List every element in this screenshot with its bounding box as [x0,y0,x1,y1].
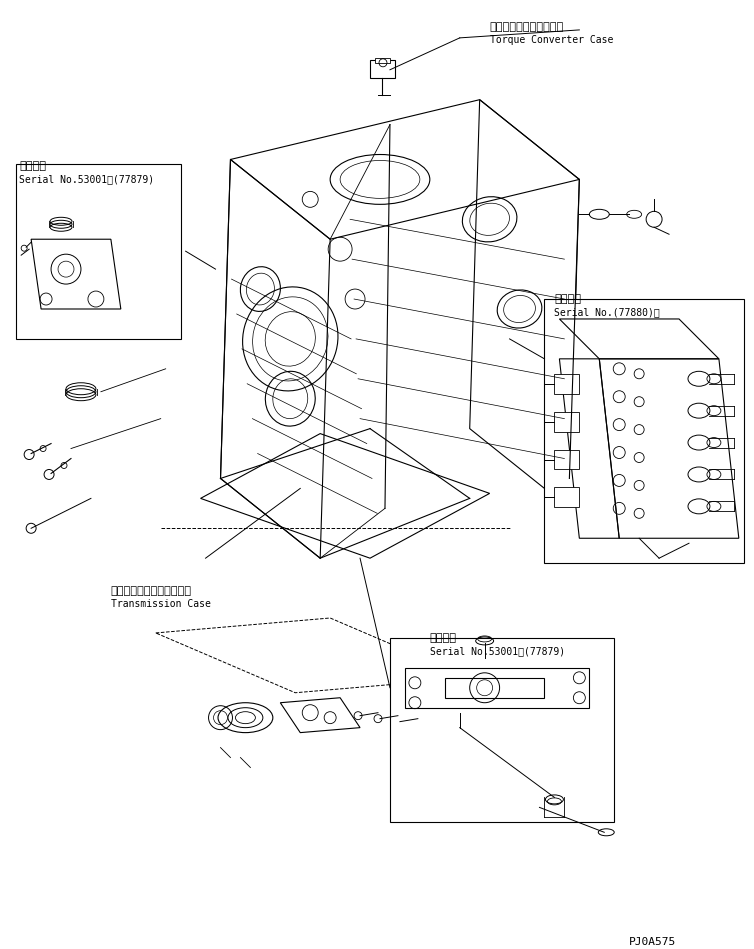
Bar [554,450,579,470]
Text: Serial No.53001～(77879): Serial No.53001～(77879) [19,175,155,184]
Bar [554,374,579,394]
Bar [370,60,395,78]
Bar [390,638,615,823]
Bar [544,299,743,563]
Bar [554,488,579,508]
Text: Serial No.(77880)～: Serial No.(77880)～ [554,307,661,317]
Bar [375,58,390,63]
Text: トルクコンバータケース: トルクコンバータケース [489,22,564,32]
Text: Torque Converter Case: Torque Converter Case [489,35,613,45]
Text: Serial No.53001～(77879): Serial No.53001～(77879) [430,646,565,656]
Text: 適用号機: 適用号機 [19,161,46,172]
Text: 適用号機: 適用号機 [554,294,581,304]
Bar [16,164,181,339]
Text: トランスミッションケース: トランスミッションケース [111,586,192,596]
Bar [554,412,579,432]
Text: PJ0A575: PJ0A575 [629,937,676,947]
Text: Transmission Case: Transmission Case [111,599,210,609]
Text: 適用号機: 適用号機 [430,633,457,642]
